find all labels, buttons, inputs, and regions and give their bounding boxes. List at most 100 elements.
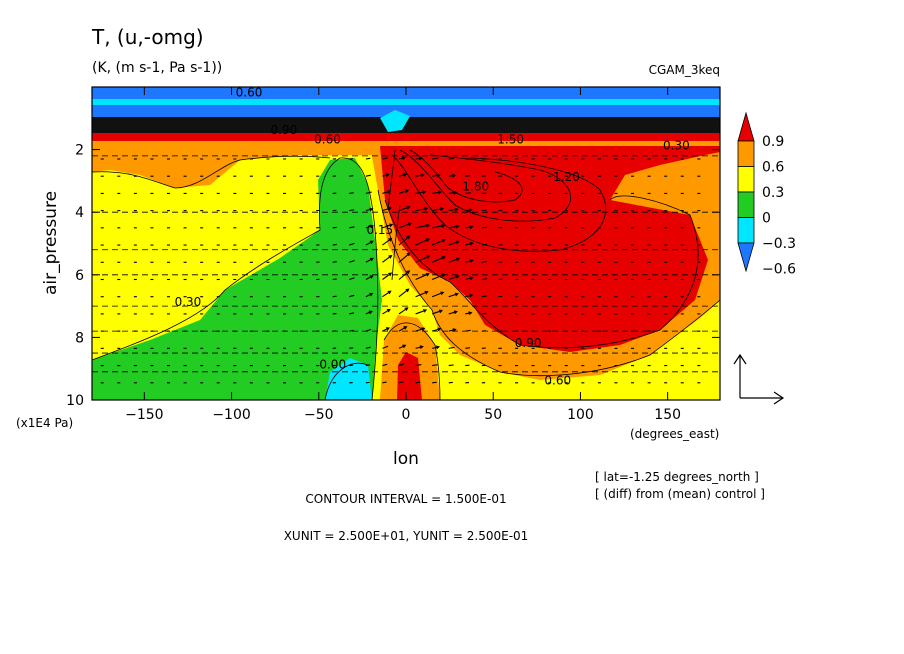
- wind-vector: [481, 295, 487, 298]
- wind-vector-head: [469, 225, 474, 230]
- wind-vector: [349, 260, 355, 263]
- diff-note: [ (diff) from (mean) control ]: [595, 487, 765, 501]
- wind-vector: [382, 327, 390, 332]
- wind-vector: [448, 225, 459, 229]
- wind-vector: [349, 192, 354, 194]
- wind-vector-head: [388, 254, 393, 259]
- wind-vector: [398, 252, 410, 263]
- wind-vector-head: [402, 344, 407, 349]
- x-tick-label: 50: [484, 407, 502, 423]
- wind-vector: [349, 347, 354, 349]
- wind-vector: [465, 277, 473, 281]
- wind-vector-head: [369, 292, 374, 297]
- colorbar-segment: [737, 166, 755, 193]
- x-axis-label: lon: [393, 449, 419, 469]
- wind-vector: [432, 174, 440, 177]
- wind-vector-head: [423, 309, 428, 313]
- wind-vector: [365, 174, 371, 177]
- strat-band-orange: [92, 141, 720, 146]
- wind-vector: [448, 328, 456, 332]
- wind-vector-head: [406, 205, 411, 210]
- wind-vector: [448, 258, 460, 263]
- wind-vector-head: [424, 207, 429, 211]
- strat-band-dense-contours: [92, 117, 720, 133]
- y-axis-label: air_pressure: [41, 191, 61, 295]
- colorbar-cap-bottom: [737, 242, 755, 273]
- wind-vector: [382, 309, 391, 315]
- wind-vector-head: [401, 156, 407, 160]
- wind-vector-head: [469, 259, 474, 263]
- wind-vector-head: [386, 308, 391, 313]
- contour-label: 0.60: [236, 85, 263, 99]
- wind-vector-head: [418, 156, 424, 161]
- wind-vector-head: [438, 309, 444, 314]
- wind-vector: [432, 208, 444, 212]
- wind-vector: [398, 288, 409, 298]
- contour-line: [383, 322, 441, 400]
- colorbar-label: 0.9: [762, 134, 784, 150]
- wind-vector-head: [468, 208, 473, 213]
- wind-vector: [382, 157, 388, 160]
- wind-vector: [465, 259, 473, 263]
- contour-labels: 1.801.201.500.900.600.300.300.000.150.60…: [175, 85, 690, 387]
- wind-vector: [349, 312, 355, 315]
- field-upper-orange: [92, 146, 720, 188]
- wind-vector: [432, 191, 442, 194]
- wind-vectors: [100, 156, 701, 384]
- wind-vector: [398, 173, 407, 177]
- wind-vector-head: [388, 206, 393, 211]
- wind-vector: [432, 364, 438, 367]
- wind-vector-head: [388, 272, 393, 277]
- wind-vector: [415, 207, 428, 212]
- wind-vector: [448, 275, 459, 281]
- colorbar-segment: [737, 191, 755, 218]
- reference-vector-y-head: [733, 353, 747, 365]
- wind-vector-head: [469, 241, 474, 246]
- wind-vector: [398, 381, 404, 384]
- wind-vector-head: [369, 224, 375, 229]
- wind-vector-head: [468, 311, 473, 316]
- wind-vector-head: [369, 240, 374, 245]
- wind-vector-head: [404, 307, 409, 311]
- wind-vector-head: [369, 275, 374, 279]
- wind-vector: [398, 189, 409, 194]
- wind-vector: [349, 242, 355, 246]
- wind-vector: [382, 207, 392, 212]
- wind-vector: [349, 226, 355, 229]
- colorbar-label: 0.3: [762, 185, 784, 201]
- y-tick-label: 10: [66, 393, 84, 409]
- wind-vector-head: [404, 189, 409, 194]
- contour-line: [391, 204, 401, 281]
- wind-vector: [481, 260, 488, 263]
- contour-line: [409, 149, 523, 203]
- wind-vector: [432, 346, 440, 349]
- contour-label: 0.60: [544, 373, 571, 387]
- wind-vector: [332, 295, 337, 298]
- wind-vector-head: [385, 327, 390, 331]
- field-red-core: [380, 146, 720, 352]
- colorbar-cap-top: [737, 111, 755, 142]
- y-tick-label: 4: [75, 205, 84, 221]
- wind-vector-head: [406, 235, 411, 240]
- wind-vector: [415, 381, 421, 384]
- wind-vector: [365, 364, 371, 367]
- wind-vector: [365, 157, 371, 160]
- y-tick-label: 6: [75, 268, 84, 284]
- contour-label: 1.20: [553, 170, 580, 184]
- wind-vector-head: [441, 256, 446, 260]
- wind-vector: [349, 175, 354, 177]
- wind-vector: [349, 329, 354, 332]
- field-green-region: [92, 158, 382, 400]
- contour-interval-note: CONTOUR INTERVAL = 1.500E-01: [305, 492, 506, 506]
- x-tick-label: 0: [402, 407, 411, 423]
- wind-vector: [465, 294, 473, 298]
- wind-vector: [415, 174, 424, 177]
- wind-vector-head: [419, 345, 424, 350]
- wind-vector: [432, 225, 445, 229]
- wind-vector: [398, 344, 406, 349]
- x-tick-label: 100: [567, 407, 594, 423]
- x-tick-label: −50: [304, 407, 334, 423]
- wind-vector: [398, 270, 410, 280]
- wind-vector-head: [388, 237, 393, 242]
